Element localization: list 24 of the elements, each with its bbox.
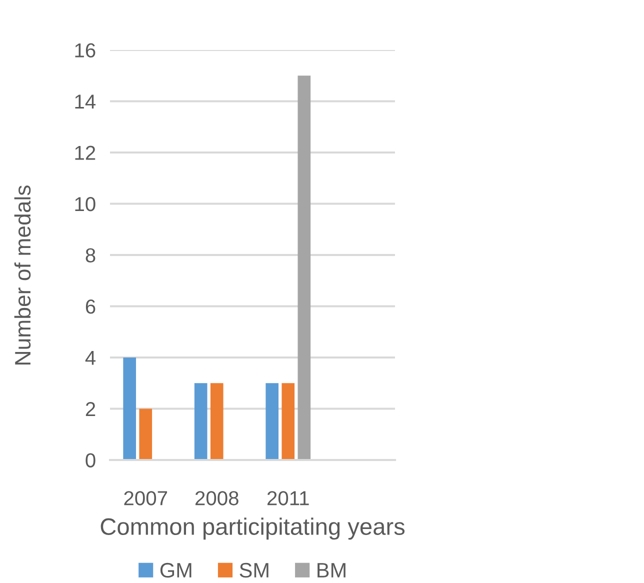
x-axis-title: Common participitating years xyxy=(100,518,405,540)
y-tick-label: 16 xyxy=(75,43,96,58)
x-tick-label: 2011 xyxy=(267,491,309,506)
y-tick-label: 0 xyxy=(86,453,96,468)
bar xyxy=(194,383,208,460)
y-axis-title: Number of medals xyxy=(14,186,31,364)
x-tick-label: 2007 xyxy=(124,491,168,506)
x-tick-label: 2008 xyxy=(195,491,238,506)
y-tick-label: 4 xyxy=(85,350,96,365)
legend-label: GM xyxy=(160,562,192,578)
y-tick-label: 12 xyxy=(75,146,96,160)
y-tick-label: 8 xyxy=(86,248,96,262)
legend-label: SM xyxy=(240,562,268,578)
y-tick-label: 6 xyxy=(86,299,96,314)
bar xyxy=(282,383,295,460)
y-tick-label: 2 xyxy=(86,402,96,416)
bar xyxy=(298,76,311,460)
bar xyxy=(266,383,279,460)
bar xyxy=(210,383,224,460)
bar xyxy=(139,408,152,460)
y-tick-label: 10 xyxy=(75,196,96,212)
legend-label: BM xyxy=(318,563,346,578)
y-tick-label: 14 xyxy=(75,94,96,109)
bar xyxy=(123,358,136,460)
